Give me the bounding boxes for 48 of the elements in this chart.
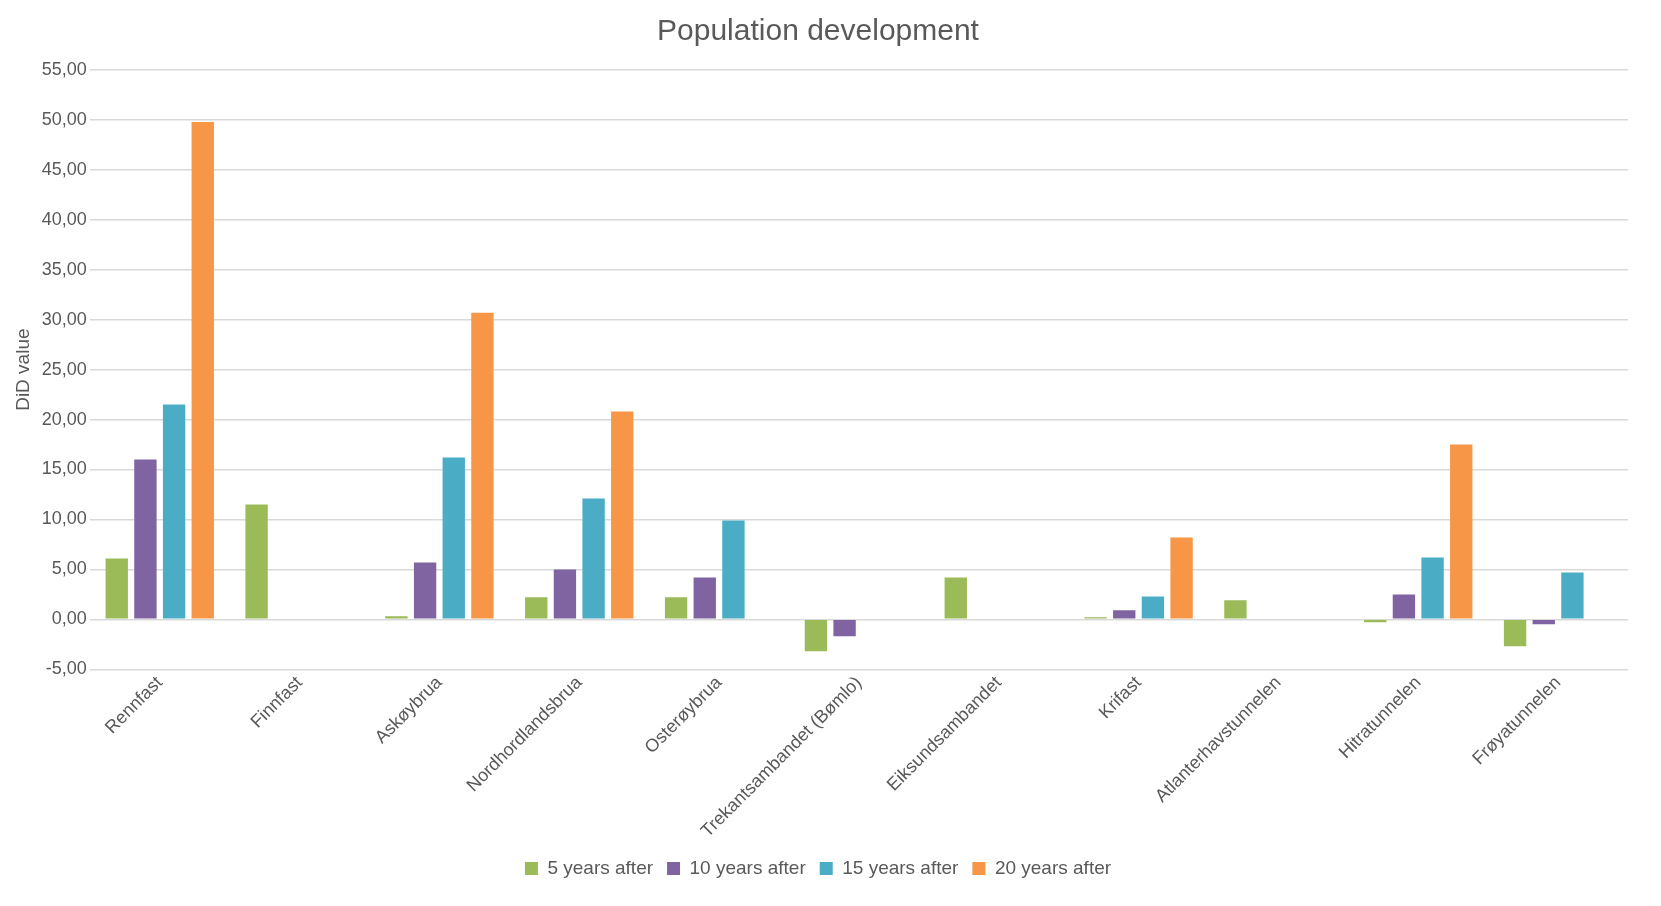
y-tick-label: 5,00: [51, 558, 87, 579]
y-tick-label: -5,00: [45, 658, 87, 679]
y-axis-title: DiD value: [11, 328, 33, 411]
y-tick-label: 25,00: [41, 358, 87, 379]
y-tick-label: 20,00: [41, 408, 87, 429]
bar: [471, 312, 494, 619]
y-tick-label: 50,00: [41, 108, 87, 129]
bar: [833, 620, 856, 637]
legend-label: 10 years after: [689, 856, 807, 878]
y-tick-label: 40,00: [41, 208, 87, 229]
bar: [1170, 537, 1193, 619]
bar: [162, 404, 186, 619]
y-tick-label: 10,00: [41, 508, 87, 529]
bar: [134, 459, 157, 619]
legend-label: 5 years after: [547, 856, 654, 878]
legend-label: 20 years after: [994, 856, 1112, 878]
y-tick-label: 15,00: [41, 458, 87, 479]
bar: [693, 577, 716, 619]
bar: [1392, 594, 1416, 619]
bar: [1561, 572, 1584, 619]
y-tick-label: 30,00: [41, 308, 87, 329]
y-tick-label: 35,00: [41, 258, 87, 279]
bar: [385, 616, 408, 619]
bar: [1141, 596, 1165, 619]
bar: [722, 520, 745, 619]
bar: [442, 457, 465, 619]
chart-title: Population development: [657, 13, 980, 47]
y-tick-label: 45,00: [41, 158, 87, 179]
legend-label: 15 years after: [842, 856, 960, 878]
bar: [245, 504, 268, 619]
bar: [1532, 620, 1555, 625]
bar: [1224, 600, 1247, 619]
bar: [553, 569, 577, 619]
bar: [944, 577, 967, 619]
bar: [664, 597, 688, 619]
y-tick-label: 55,00: [41, 58, 87, 79]
y-tick-label: 0,00: [51, 608, 87, 629]
bar: [1503, 620, 1527, 647]
bar: [413, 562, 437, 619]
bar: [611, 411, 634, 619]
bar: [1421, 557, 1444, 619]
bar: [804, 620, 828, 652]
bar: [1113, 610, 1136, 619]
bar: [525, 597, 548, 619]
bar: [1450, 444, 1473, 619]
bar: [582, 498, 605, 619]
bar: [105, 558, 128, 619]
bar: [191, 121, 214, 619]
